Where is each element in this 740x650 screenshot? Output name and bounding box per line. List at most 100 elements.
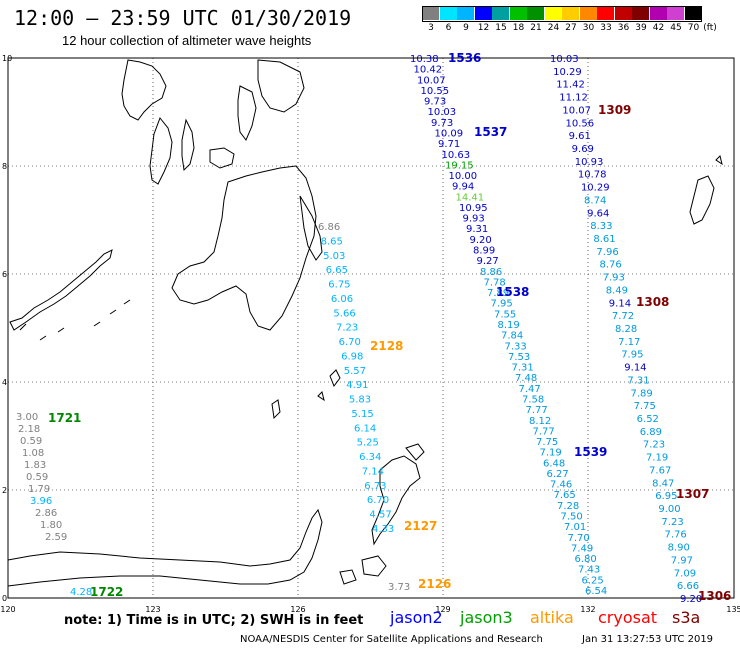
wave-height-value: 7.46: [550, 480, 572, 491]
latitude-tick-label: 4: [2, 378, 7, 387]
color-swatch: [614, 6, 632, 20]
wave-height-value: 6.75: [328, 280, 350, 291]
color-swatch: [562, 6, 579, 20]
wave-height-value: 7.89: [630, 388, 652, 399]
wave-height-value: 8.28: [615, 324, 637, 335]
wave-height-value: 8.86: [480, 267, 502, 278]
leyte-coast: [237, 85, 257, 141]
mindanao-east-coast: [299, 195, 323, 261]
wave-height-value: 6.66: [677, 581, 699, 592]
wave-height-value: 6.48: [543, 458, 565, 469]
color-scale-tick: 70: [687, 23, 700, 33]
wave-height-value: 7.48: [515, 373, 537, 384]
wave-height-value: 7.75: [536, 437, 558, 448]
wave-height-value: 0.59: [26, 472, 48, 483]
bohol-coast: [209, 147, 235, 169]
wave-height-value: 6.95: [655, 491, 677, 502]
color-scale-tick: 36: [617, 23, 630, 33]
color-scale-tick: 21: [530, 23, 542, 33]
wave-height-value: 10.29: [581, 183, 610, 194]
longitude-tick-label: 135: [726, 605, 740, 614]
wave-height-value: 7.49: [571, 543, 593, 554]
color-swatch: [579, 6, 597, 20]
wave-height-value: 9.71: [438, 139, 460, 150]
wave-height-value: 7.53: [508, 352, 530, 363]
wave-height-value: 7.84: [501, 331, 523, 342]
wave-height-value: 7.33: [505, 341, 527, 352]
track-1536: 10.3810.4210.0710.559.7310.039.7310.099.…: [410, 54, 607, 597]
color-scale-tick: 18: [512, 23, 525, 33]
wave-height-value: 7.19: [540, 448, 562, 459]
color-scale-tick: 9: [463, 23, 469, 33]
track-2128: 6.86 8.65 5.03 6.65 6.75 6.06 5.66 7.23 6.70 6.98…: [318, 222, 394, 535]
wave-height-value: 7.58: [522, 394, 544, 405]
lat-lon-grid: [8, 58, 734, 598]
coastline: [7, 59, 723, 587]
wave-height-value: 7.78: [484, 277, 506, 288]
sulu-islands: [19, 299, 131, 341]
color-scale-border: [422, 6, 702, 22]
longitude-tick-label: 126: [290, 605, 305, 614]
pass-number-label: 2127: [404, 519, 437, 533]
color-scale-tick: 6: [445, 23, 452, 33]
track-2126: 3.73: [388, 582, 410, 593]
palawan-coast: [9, 249, 113, 331]
color-scale-tick: 42: [652, 23, 665, 33]
wave-height-value: 10.78: [578, 170, 607, 181]
visayas-coast: [121, 59, 167, 121]
wave-height-value: 8.49: [606, 285, 628, 296]
wave-height-value: 9.14: [624, 363, 646, 374]
wave-height-value: 9.27: [477, 256, 499, 267]
wave-height-value: 7.31: [627, 375, 649, 386]
wave-height-value: 8.90: [668, 543, 690, 554]
wave-height-value: 8.19: [498, 320, 520, 331]
wave-height-value: 5.25: [357, 438, 379, 449]
morotai-coast: [405, 443, 425, 461]
color-scale-tick: 45: [670, 23, 682, 33]
wave-height-value: 7.43: [578, 565, 600, 576]
map-title: 12:00 – 23:59 UTC 01/30/2019: [14, 6, 352, 30]
color-swatch: [527, 6, 544, 20]
latitude-tick-label: 8: [2, 162, 7, 171]
wave-height-value: 7.65: [554, 490, 576, 501]
wave-height-value: 6.89: [640, 427, 662, 438]
color-scale-tick: 39: [635, 23, 647, 33]
bacan-coast: [339, 555, 387, 585]
samar-coast: [257, 59, 305, 113]
wave-height-value: 7.77: [533, 426, 555, 437]
wave-height-value: 7.97: [671, 555, 693, 566]
halmahera-coast: [371, 455, 421, 546]
wave-height-value: 10.63: [442, 150, 471, 161]
color-swatch: [474, 6, 492, 20]
wave-height-value: 5.15: [351, 409, 373, 420]
wave-height-value: 1.08: [22, 448, 44, 459]
color-swatch: [632, 6, 649, 20]
wave-height-value: 10.38: [410, 54, 439, 65]
wave-height-value: 7.77: [526, 405, 548, 416]
color-swatch: [649, 6, 667, 20]
color-scale-unit: (ft): [703, 23, 717, 33]
color-scale-tick: 27: [565, 23, 577, 33]
pass-number-label: 1721: [48, 411, 81, 425]
wave-height-value: 7.47: [519, 384, 541, 395]
wave-height-value: 9.20: [680, 594, 702, 605]
mission-s3a: s3a: [672, 608, 701, 627]
pass-number-label: 1307: [676, 487, 709, 501]
mission-jason2: jason2: [390, 608, 443, 627]
wave-height-value: 6.14: [354, 423, 376, 434]
color-scale-tick: 15: [495, 23, 507, 33]
mission-jason3: jason3: [460, 608, 513, 627]
wave-height-value: 6.65: [326, 265, 348, 276]
credit-line: NOAA/NESDIS Center for Satellite Applica…: [240, 634, 543, 645]
generation-timestamp: Jan 31 13:27:53 UTC 2019: [582, 634, 714, 645]
wave-height-value: 9.64: [587, 208, 609, 219]
wave-height-value: 5.66: [333, 308, 355, 319]
pass-number-label: 1308: [636, 295, 669, 309]
wave-height-value: 9.31: [466, 224, 488, 235]
wave-height-value: 10.03: [550, 54, 579, 65]
wave-height-value: 6.06: [331, 294, 353, 305]
palau-coast: [689, 155, 723, 225]
color-swatch: [684, 6, 702, 20]
color-swatch: [439, 6, 457, 20]
